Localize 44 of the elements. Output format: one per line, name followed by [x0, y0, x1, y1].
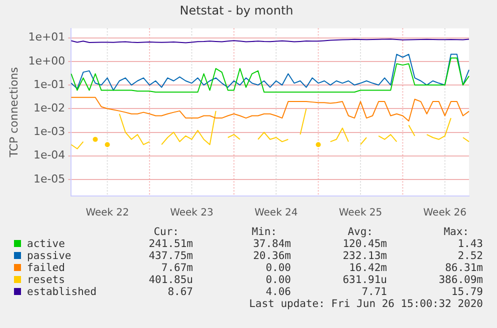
- text: 401.85u: [148, 274, 193, 286]
- legend-label: failed: [27, 262, 65, 274]
- x-tick-label: Week 26: [423, 208, 467, 219]
- text: 386.09m: [438, 274, 483, 286]
- text: Last update: Fri Jun 26 15:00:32 2020: [249, 298, 483, 310]
- y-tick-label: 1e-02: [33, 102, 66, 115]
- text: 631.91u: [342, 274, 387, 286]
- y-tick-label: 1e+00: [28, 54, 66, 68]
- text: 232.13m: [342, 250, 387, 262]
- text: 16.42m: [349, 262, 387, 274]
- text: 241.51m: [148, 238, 193, 250]
- y-tick-label: 1e-05: [33, 172, 66, 186]
- legend-label: passive: [27, 250, 72, 262]
- text: 0.00: [266, 274, 291, 286]
- legend-label: established: [27, 286, 97, 298]
- y-axis-title: TCP connections: [7, 66, 20, 158]
- text: 1.43: [458, 238, 483, 250]
- text: 7.71: [362, 286, 387, 298]
- chart-title: Netstat - by month: [180, 3, 294, 18]
- text: 20.36m: [253, 250, 291, 262]
- legend-label: resets: [27, 274, 65, 286]
- text: 2.52: [458, 250, 483, 262]
- y-tick-label: 1e-03: [33, 125, 66, 138]
- x-tick-label: Week 22: [86, 208, 129, 219]
- y-tick-label: 1e-04: [33, 148, 66, 162]
- text: Min:: [252, 226, 277, 238]
- text: 4.06: [266, 286, 291, 298]
- x-tick-label: Week 23: [170, 208, 214, 219]
- legend-label: active: [27, 238, 65, 250]
- text: 86.31m: [445, 262, 483, 274]
- text: 7.67m: [161, 262, 193, 274]
- text: 0.00: [266, 262, 291, 274]
- text: 15.79: [451, 286, 483, 298]
- text: Avg:: [348, 226, 373, 238]
- text: Cur:: [154, 226, 179, 238]
- text: 120.45m: [342, 238, 387, 250]
- y-tick-label: 1e-01: [33, 78, 66, 91]
- y-tick-label: 1e+01: [28, 30, 66, 44]
- text: 37.84m: [253, 238, 291, 250]
- x-tick-label: Week 25: [338, 208, 382, 219]
- text: 437.75m: [148, 250, 193, 262]
- text: Max:: [444, 226, 469, 238]
- text: 8.67: [168, 286, 193, 298]
- x-tick-label: Week 24: [254, 208, 298, 219]
